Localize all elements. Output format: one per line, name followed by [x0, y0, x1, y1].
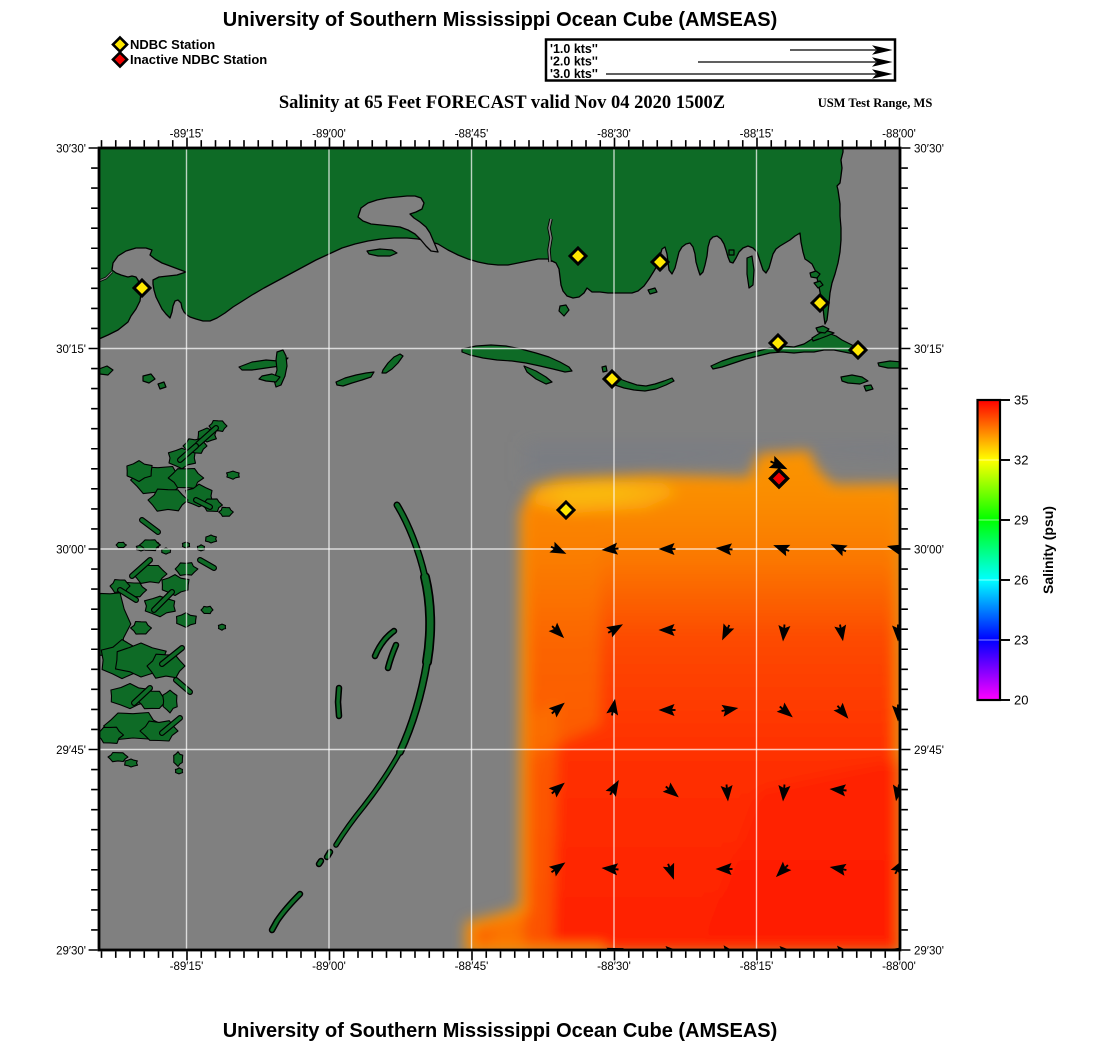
- svg-text:29′45': 29′45': [914, 745, 944, 757]
- svg-text:-88′15': -88′15': [740, 961, 774, 973]
- svg-text:29′45': 29′45': [56, 745, 86, 757]
- svg-text:'2.0 kts'': '2.0 kts'': [550, 55, 598, 69]
- svg-text:30′15': 30′15': [914, 344, 944, 356]
- svg-text:'1.0 kts'': '1.0 kts'': [550, 42, 598, 56]
- svg-text:-89′15': -89′15': [170, 129, 204, 141]
- svg-text:-89′00': -89′00': [312, 961, 346, 973]
- svg-text:University of Southern Mississ: University of Southern Mississippi Ocean…: [223, 1020, 778, 1042]
- svg-text:26: 26: [1014, 573, 1028, 588]
- svg-text:29′30': 29′30': [56, 946, 86, 958]
- svg-text:-88′00': -88′00': [882, 129, 916, 141]
- svg-text:-89′00': -89′00': [312, 129, 346, 141]
- svg-text:35: 35: [1014, 393, 1028, 408]
- svg-text:23: 23: [1014, 633, 1028, 648]
- svg-text:University of Southern Mississ: University of Southern Mississippi Ocean…: [223, 9, 778, 31]
- svg-text:32: 32: [1014, 453, 1028, 468]
- svg-text:-88′30': -88′30': [597, 961, 631, 973]
- svg-text:30′00': 30′00': [914, 545, 944, 557]
- svg-text:'3.0 kts'': '3.0 kts'': [550, 67, 598, 81]
- svg-text:-88′45': -88′45': [455, 961, 489, 973]
- svg-text:USM Test Range, MS: USM Test Range, MS: [818, 96, 933, 110]
- svg-text:Inactive NDBC Station: Inactive NDBC Station: [130, 52, 267, 67]
- svg-text:-88′45': -88′45': [455, 129, 489, 141]
- svg-text:Salinity at 65 Feet FORECAST v: Salinity at 65 Feet FORECAST valid Nov 0…: [279, 93, 725, 113]
- svg-text:NDBC Station: NDBC Station: [130, 37, 215, 52]
- svg-text:30′30': 30′30': [914, 144, 944, 156]
- svg-text:29: 29: [1014, 513, 1028, 528]
- svg-text:29′30': 29′30': [914, 946, 944, 958]
- svg-text:30′00': 30′00': [56, 545, 86, 557]
- svg-text:30′30': 30′30': [56, 144, 86, 156]
- svg-text:Salinity (psu): Salinity (psu): [1040, 506, 1056, 594]
- svg-text:-88′00': -88′00': [882, 961, 916, 973]
- svg-text:-88′30': -88′30': [597, 129, 631, 141]
- svg-text:-88′15': -88′15': [740, 129, 774, 141]
- svg-text:30′15': 30′15': [56, 344, 86, 356]
- svg-text:-89′15': -89′15': [170, 961, 204, 973]
- svg-text:20: 20: [1014, 693, 1028, 708]
